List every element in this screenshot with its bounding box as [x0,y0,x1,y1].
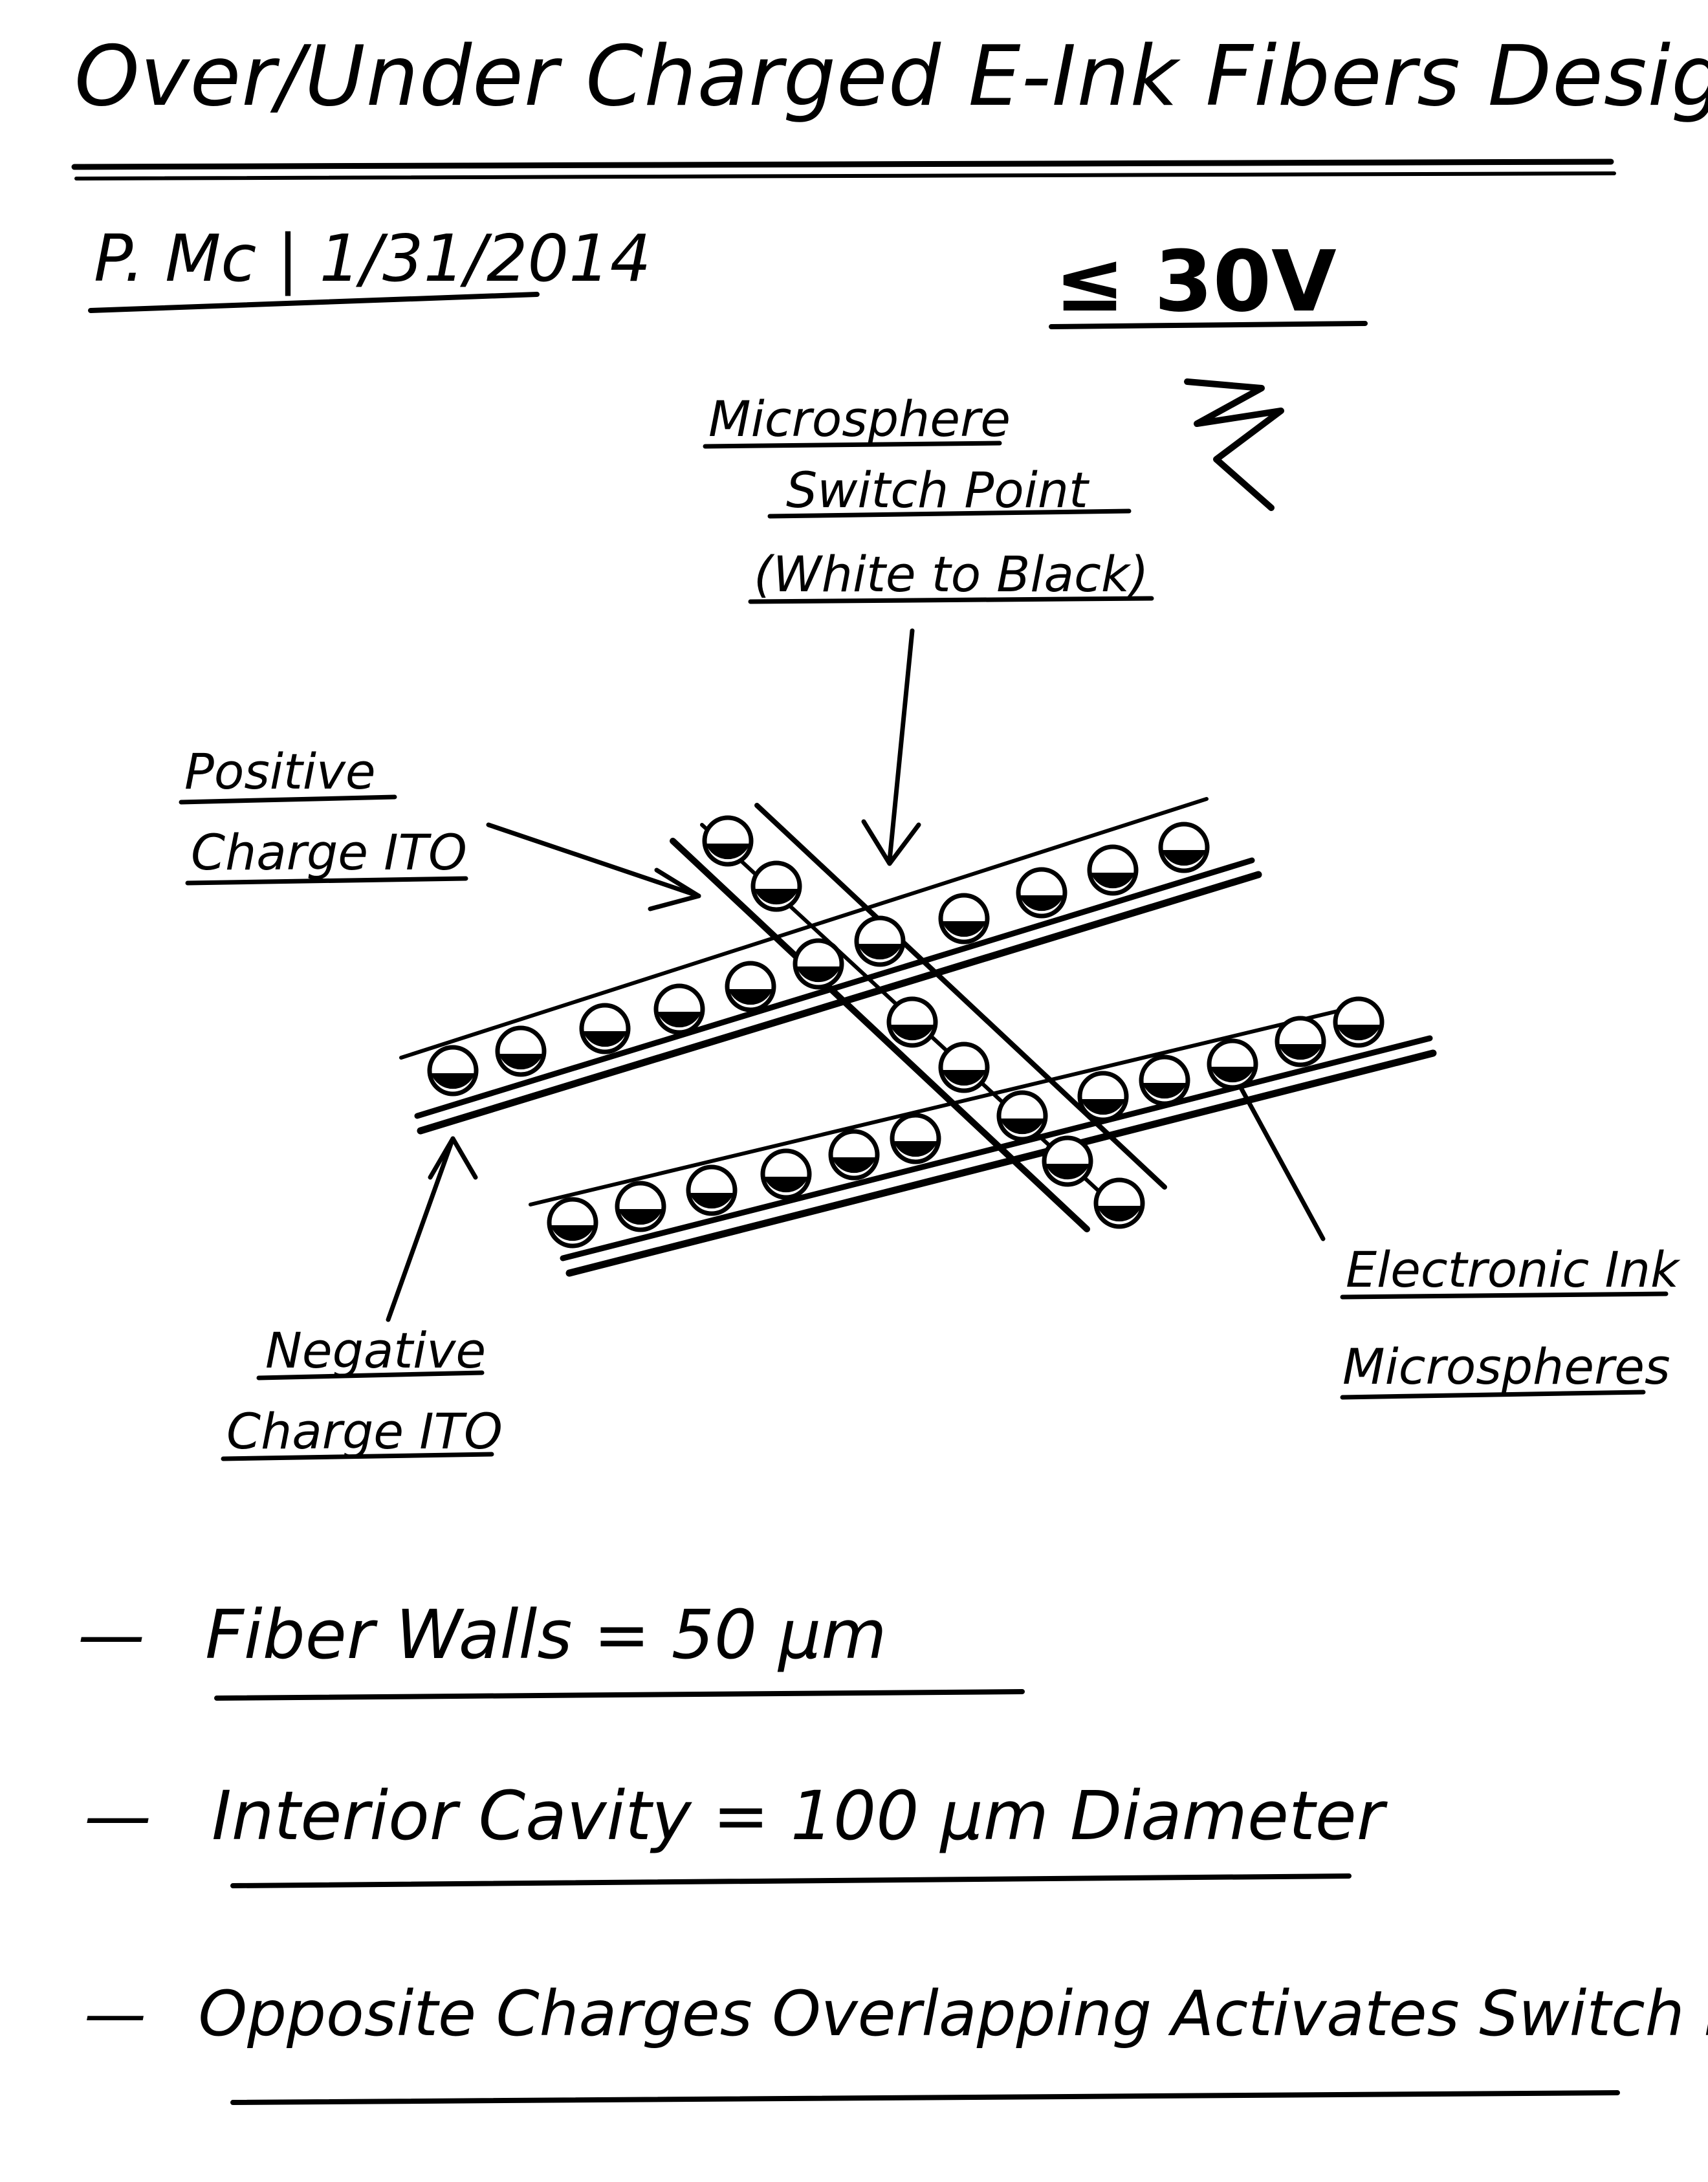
note-text: Fiber Walls = 50 μm [205,1595,887,1674]
negative-underline-2 [221,1452,494,1461]
switch-point-underline-2 [767,508,1132,519]
ink-microspheres-label-line1: Electronic Ink [1346,1241,1680,1298]
negative-ito-label-line1: Negative [265,1322,487,1379]
voltage-underline [1049,321,1368,329]
title-underline-second [74,171,1616,180]
ink-microspheres-label: Electronic Ink [1346,1245,1679,1294]
negative-ito-label-line2: Charge ITO [226,1402,503,1460]
negative-ito-label-2: Charge ITO [226,1407,503,1456]
author-underline [88,292,540,313]
positive-ito-label-line2: Charge ITO [191,824,467,881]
switch-point-underline-3 [748,596,1154,604]
note-bullet: — [78,1595,145,1674]
switch-point-arrow [861,628,921,866]
switch-point-underline-1 [703,441,1002,449]
author-initials: P. Mc [94,221,257,296]
note-fiber-walls: — Fiber Walls = 50 μm [78,1601,887,1668]
positive-ito-label: Positive [184,747,376,796]
sketch-date: 1/31/2014 [319,221,651,296]
switch-point-label-line2: Switch Point [786,461,1088,519]
switch-point-label-3: (White to Black) [754,550,1149,599]
positive-ito-label-2: Charge ITO [191,828,467,877]
author-date-divider: | [277,221,320,296]
note-underline [214,1689,1025,1701]
ink-underline-2 [1340,1390,1646,1400]
positive-ito-arrow [486,822,701,911]
negative-ito-label: Negative [265,1326,486,1375]
positive-ito-fiber [399,797,1262,1135]
note-text: Opposite Charges Overlapping Activates S… [198,1978,1708,2050]
negative-ito-arrow [386,1136,478,1322]
positive-underline-2 [185,876,468,886]
negative-underline-1 [256,1370,485,1380]
note-text: Interior Cavity = 100 μm Diameter [212,1776,1385,1855]
note-bullet: — [84,1776,151,1855]
switch-point-label-2: Switch Point [786,466,1088,515]
switch-point-label-line3: (White to Black) [754,545,1149,603]
positive-ito-label-line1: Positive [184,743,376,800]
switch-point-label: Microsphere [708,395,1011,444]
note-bullet: — [84,1978,146,2050]
lightning-bolt-icon [1184,378,1284,511]
voltage-limit: ≤ 30V [1055,232,1337,331]
ink-microspheres-label-2: Microspheres [1342,1342,1670,1391]
note-interior-cavity: — Interior Cavity = 100 μm Diameter [84,1782,1385,1849]
note-switch-activation: — Opposite Charges Overlapping Activates… [84,1983,1708,2045]
note-underline [230,2090,1620,2105]
note-underline [230,1873,1352,1888]
author-date-line: P. Mc | 1/31/2014 [94,226,651,291]
ink-underline-1 [1340,1291,1669,1300]
switch-point-label-line1: Microsphere [708,390,1011,448]
ink-microspheres-label-line2: Microspheres [1342,1338,1670,1395]
title-underline [71,158,1614,170]
page-title: Over/Under Charged E-Ink Fibers Design [74,28,1708,125]
positive-underline-1 [179,794,397,805]
